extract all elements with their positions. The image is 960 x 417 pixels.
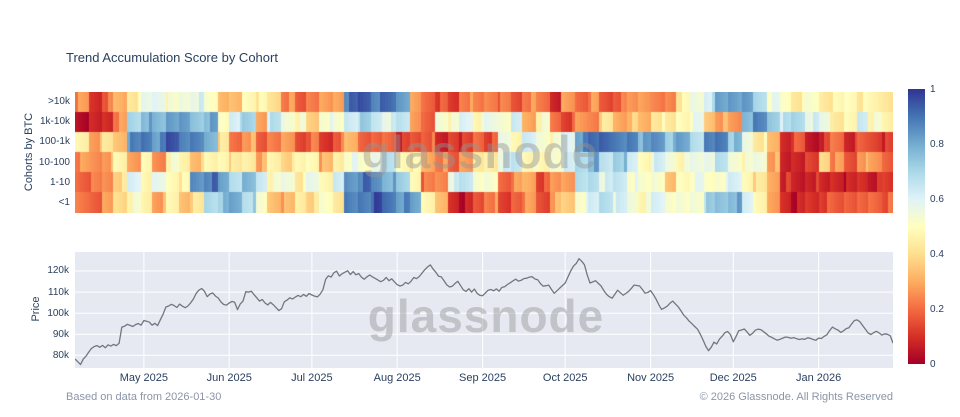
- heatmap-row-label: 100-1k: [39, 136, 70, 148]
- cohort-heatmap-plot[interactable]: [75, 92, 893, 213]
- colorbar-tick-label: 1: [930, 84, 936, 95]
- x-axis-month-label: Aug 2025: [373, 372, 421, 384]
- x-axis-month-label: Jun 2025: [206, 372, 252, 384]
- footer-data-note: Based on data from 2026-01-30: [66, 391, 222, 403]
- heatmap-row-label: <1: [58, 196, 70, 208]
- heatmap-row-label: 1k-10k: [39, 116, 70, 128]
- x-axis-month-label: Oct 2025: [542, 372, 588, 384]
- heatmap-row-label: 1-10: [49, 176, 70, 188]
- x-axis-month-label: Sep 2025: [459, 372, 507, 384]
- x-axis-month-label: Jul 2025: [291, 372, 333, 384]
- x-axis-month-label: May 2025: [119, 372, 168, 384]
- price-y-tick-label: 90k: [52, 328, 69, 340]
- heatmap-y-axis-title: Cohorts by BTC: [23, 112, 35, 192]
- price-y-tick-label: 80k: [52, 349, 69, 361]
- x-axis-month-label: Jan 2026: [795, 372, 842, 384]
- x-axis-month-label: Dec 2025: [709, 372, 757, 384]
- colorbar-tick-label: 0.2: [930, 304, 944, 315]
- x-axis-month-label: Nov 2025: [627, 372, 675, 384]
- price-y-tick-label: 120k: [47, 265, 69, 277]
- colorbar-tick-label: 0.6: [930, 194, 944, 205]
- chart-title: Trend Accumulation Score by Cohort: [66, 50, 278, 65]
- price-plot[interactable]: [75, 252, 893, 368]
- price-plot-bg: [75, 252, 893, 368]
- footer-copyright: © 2026 Glassnode. All Rights Reserved: [699, 391, 893, 403]
- colorbar: [908, 89, 925, 364]
- heatmap-row-label: >10k: [48, 96, 70, 108]
- colorbar-tick-label: 0.4: [930, 249, 944, 260]
- colorbar-tick-label: 0: [930, 359, 936, 370]
- heatmap-row-label: 10-100: [38, 156, 70, 168]
- price-line: [75, 258, 893, 366]
- price-y-tick-label: 110k: [48, 286, 69, 298]
- colorbar-tick-label: 0.8: [930, 139, 944, 150]
- price-y-tick-label: 100k: [47, 307, 69, 319]
